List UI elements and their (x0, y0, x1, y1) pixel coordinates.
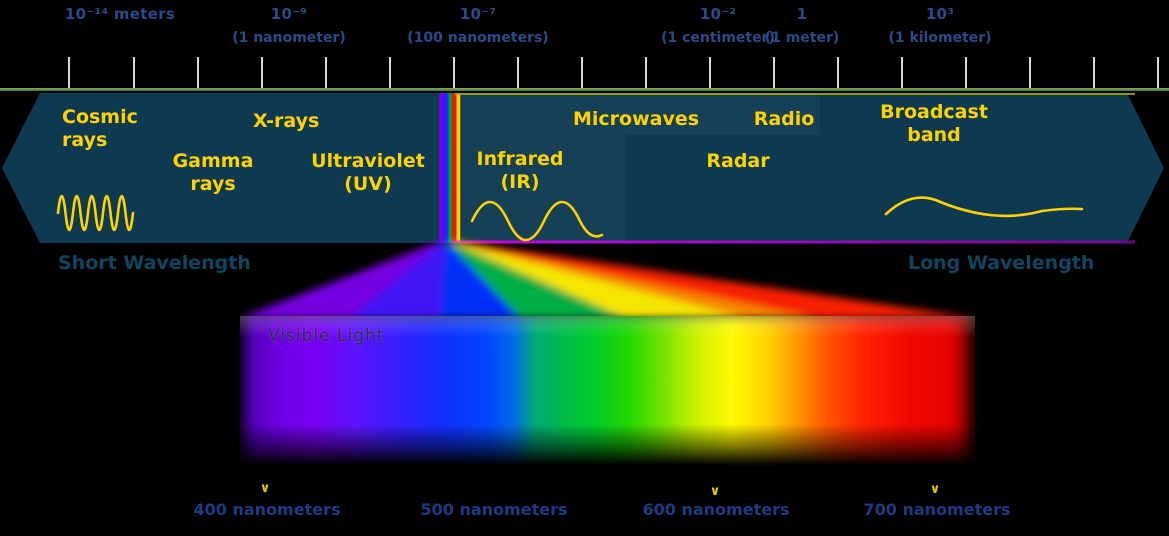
scale-label-1-centimeter: 10⁻² (1 centimeter) (661, 5, 775, 46)
band-bottom-accent-line (452, 240, 1135, 244)
ruler-tick (965, 57, 967, 88)
band-label-cosmic-rays: Cosmic rays (62, 106, 138, 151)
visible-light-slit (437, 93, 462, 243)
scale-unit: (1 centimeter) (661, 30, 775, 46)
short-wavelength-wave-icon (56, 194, 135, 232)
ruler-tick (133, 57, 135, 88)
short-wavelength-label: Short Wavelength (58, 252, 251, 274)
long-wavelength-wave-icon (884, 196, 1084, 218)
ruler-tick (453, 57, 455, 88)
scale-label-1-nanometer: 10⁻⁹ (1 nanometer) (232, 5, 346, 46)
label-700-nanometers: 700 nanometers (863, 500, 1011, 519)
ruler-tick (261, 57, 263, 88)
scale-value: 10³ (925, 5, 955, 23)
scale-value: 10⁻⁹ (270, 5, 308, 23)
infrared-wave-icon (470, 200, 604, 242)
ruler-tick (837, 57, 839, 88)
band-label-radio: Radio (753, 108, 815, 130)
marker-arrow-400nm: ∨ (259, 481, 271, 496)
ruler-tick (1157, 57, 1159, 88)
ruler-tick (645, 57, 647, 88)
ruler-tick (1093, 57, 1095, 88)
scale-value: 10⁻¹⁴ meters (64, 5, 176, 23)
scale-label-10e-14-meters: 10⁻¹⁴ meters (65, 5, 175, 30)
band-label-infrared: Infrared (IR) (476, 148, 564, 193)
marker-arrow-600nm: ∨ (709, 484, 721, 499)
scale-unit: (100 nanometers) (407, 30, 549, 46)
scale-unit: (1 kilometer) (888, 30, 992, 46)
visible-light-spectrum-band (240, 316, 975, 466)
label-500-nanometers: 500 nanometers (420, 500, 568, 519)
ruler-tick (389, 57, 391, 88)
ruler-tick (581, 57, 583, 88)
ruler-tick (773, 57, 775, 88)
ruler-tick (325, 57, 327, 88)
ruler-tick (1029, 57, 1031, 88)
label-400-nanometers: 400 nanometers (193, 500, 341, 519)
band-label-microwaves: Microwaves (572, 108, 700, 130)
scale-unit: (1 meter) (764, 30, 840, 46)
scale-label-1-meter: 1 (1 meter) (765, 5, 840, 46)
band-label-x-rays: X-rays (253, 110, 320, 132)
band-top-accent-line (455, 93, 1135, 95)
band-label-gamma-rays: Gamma rays (172, 150, 254, 195)
scale-label-1-kilometer: 10³ (1 kilometer) (888, 5, 991, 46)
band-label-broadcast-band: Broadcast band (880, 101, 988, 146)
ruler-tick (68, 57, 70, 88)
ruler-tick (901, 57, 903, 88)
scale-label-100-nanometers: 10⁻⁷ (100 nanometers) (407, 5, 548, 46)
visible-light-label: Visible Light (268, 326, 385, 346)
ruler-tick (517, 57, 519, 88)
scale-value: 10⁻² (699, 5, 737, 23)
band-label-ultraviolet: Ultraviolet (UV) (311, 150, 425, 195)
scale-baseline (0, 88, 1169, 91)
ruler-tick (197, 57, 199, 88)
scale-value: 1 (796, 5, 808, 23)
scale-unit: (1 nanometer) (232, 30, 346, 46)
band-label-radar: Radar (706, 150, 770, 172)
scale-value: 10⁻⁷ (459, 5, 497, 23)
visible-light-fan (240, 242, 975, 318)
label-600-nanometers: 600 nanometers (642, 500, 790, 519)
marker-arrow-700nm: ∨ (929, 482, 941, 497)
spectrum-band (2, 93, 1164, 243)
ruler-tick (709, 57, 711, 88)
long-wavelength-label: Long Wavelength (908, 252, 1095, 274)
